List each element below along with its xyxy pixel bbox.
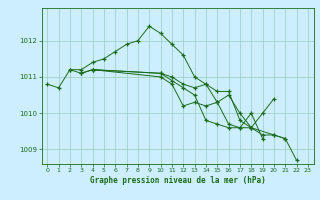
X-axis label: Graphe pression niveau de la mer (hPa): Graphe pression niveau de la mer (hPa) <box>90 176 266 185</box>
